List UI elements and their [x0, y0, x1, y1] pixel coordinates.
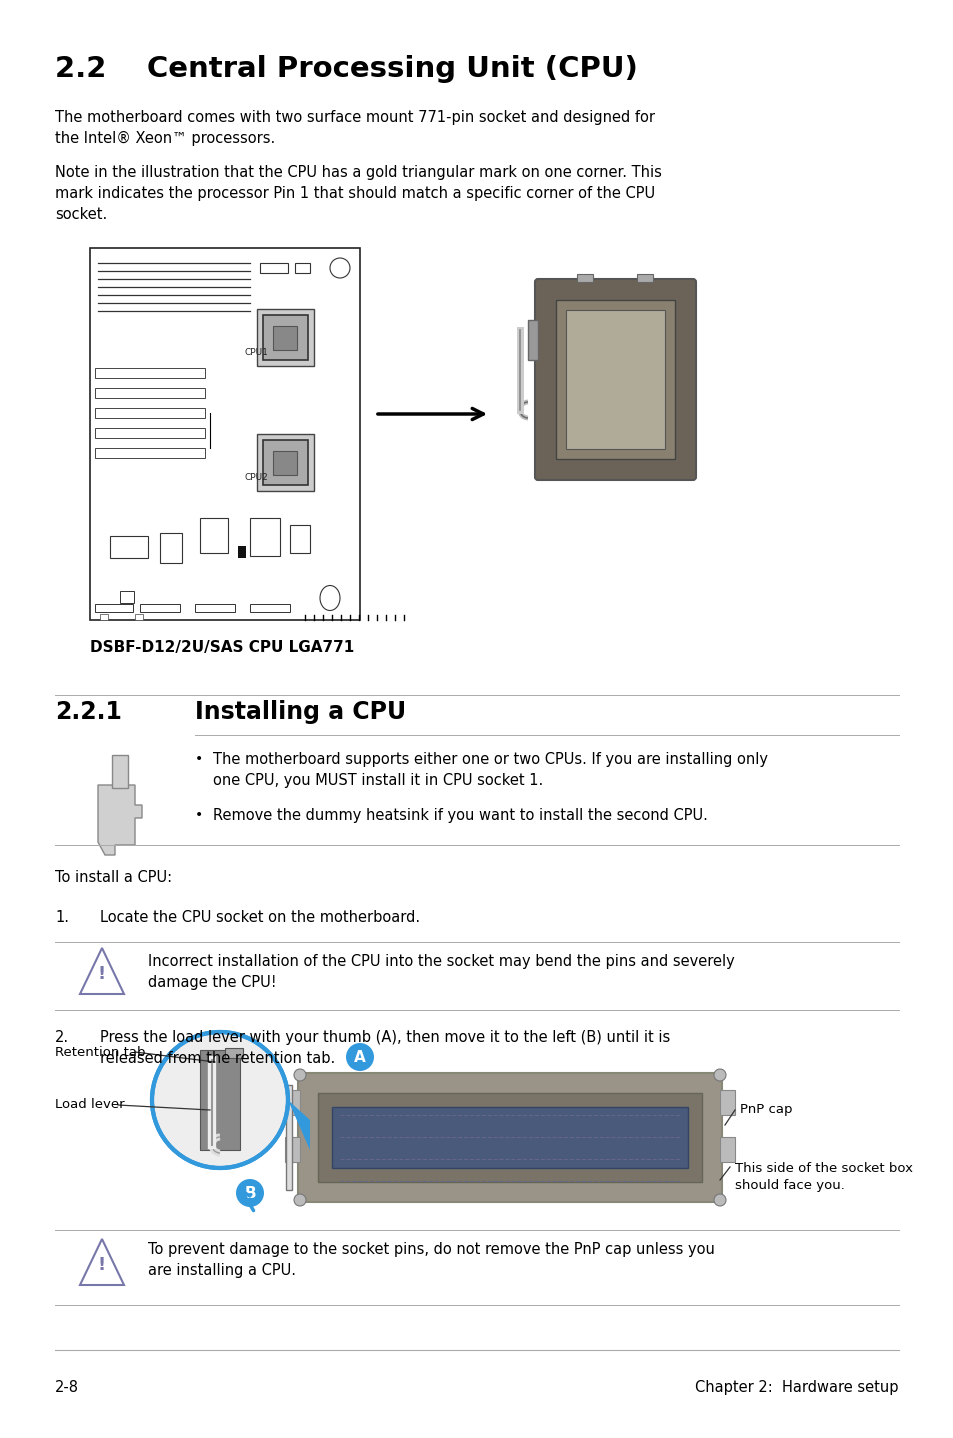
Circle shape: [713, 1068, 725, 1081]
Polygon shape: [80, 948, 124, 994]
Circle shape: [330, 257, 350, 278]
Bar: [95, 604, 132, 613]
Bar: [263, 315, 308, 360]
Bar: [135, 614, 143, 620]
FancyBboxPatch shape: [297, 1073, 721, 1202]
Polygon shape: [112, 755, 128, 788]
Text: 2-8: 2-8: [55, 1380, 79, 1395]
Text: DSBF-D12/2U/SAS CPU LGA771: DSBF-D12/2U/SAS CPU LGA771: [90, 640, 354, 654]
Text: PnP cap: PnP cap: [740, 1103, 792, 1116]
Bar: [250, 518, 280, 557]
Bar: [294, 263, 310, 273]
Text: !: !: [98, 965, 106, 984]
Bar: [100, 614, 108, 620]
Bar: [110, 536, 148, 558]
Bar: [225, 1048, 243, 1058]
Bar: [90, 247, 359, 620]
Bar: [95, 368, 205, 378]
Bar: [194, 604, 234, 613]
Bar: [200, 1050, 240, 1150]
Bar: [273, 326, 296, 349]
Bar: [285, 1137, 299, 1162]
Bar: [565, 311, 664, 449]
Text: •: •: [194, 808, 203, 823]
Bar: [273, 452, 296, 475]
Text: B: B: [244, 1185, 255, 1201]
Text: Load lever: Load lever: [55, 1099, 125, 1112]
Circle shape: [235, 1179, 264, 1206]
Circle shape: [713, 1194, 725, 1206]
Text: 1.: 1.: [55, 910, 69, 925]
Polygon shape: [288, 1100, 310, 1150]
Text: Retention tab: Retention tab: [55, 1045, 146, 1058]
Text: Note in the illustration that the CPU has a gold triangular mark on one corner. : Note in the illustration that the CPU ha…: [55, 165, 661, 221]
Bar: [286, 1086, 292, 1191]
Bar: [290, 525, 310, 554]
Polygon shape: [98, 785, 142, 856]
Bar: [637, 275, 652, 282]
Text: To prevent damage to the socket pins, do not remove the PnP cap unless you
are i: To prevent damage to the socket pins, do…: [148, 1242, 714, 1278]
Text: 2.2.1: 2.2.1: [55, 700, 122, 723]
Bar: [237, 546, 246, 558]
Bar: [256, 309, 314, 367]
Bar: [256, 434, 314, 490]
Text: A: A: [354, 1050, 366, 1064]
FancyBboxPatch shape: [527, 321, 537, 360]
Bar: [95, 449, 205, 457]
Text: •: •: [194, 752, 203, 766]
Circle shape: [294, 1194, 306, 1206]
Bar: [556, 301, 675, 459]
Circle shape: [152, 1032, 288, 1168]
Bar: [285, 1090, 299, 1114]
Bar: [95, 408, 205, 418]
Text: !: !: [98, 1255, 106, 1274]
Bar: [317, 1093, 701, 1182]
Bar: [263, 440, 308, 485]
Text: Installing a CPU: Installing a CPU: [194, 700, 406, 723]
Polygon shape: [80, 1240, 124, 1286]
Text: This side of the socket box
should face you.: This side of the socket box should face …: [734, 1162, 912, 1192]
Bar: [95, 388, 205, 398]
Bar: [160, 533, 182, 564]
Circle shape: [346, 1043, 374, 1071]
FancyBboxPatch shape: [535, 279, 696, 480]
Text: The motherboard comes with two surface mount 771-pin socket and designed for
the: The motherboard comes with two surface m…: [55, 109, 655, 147]
Text: 2.2    Central Processing Unit (CPU): 2.2 Central Processing Unit (CPU): [55, 55, 638, 83]
Text: To install a CPU:: To install a CPU:: [55, 870, 172, 884]
Text: CPU2: CPU2: [245, 473, 269, 482]
Bar: [260, 263, 288, 273]
Text: CPU1: CPU1: [245, 348, 269, 357]
Text: 2.: 2.: [55, 1030, 69, 1045]
Text: The motherboard supports either one or two CPUs. If you are installing only
one : The motherboard supports either one or t…: [213, 752, 767, 788]
Ellipse shape: [319, 585, 339, 611]
Circle shape: [294, 1068, 306, 1081]
Bar: [95, 429, 205, 439]
Text: Incorrect installation of the CPU into the socket may bend the pins and severely: Incorrect installation of the CPU into t…: [148, 953, 734, 989]
Bar: [720, 1090, 734, 1114]
Text: Locate the CPU socket on the motherboard.: Locate the CPU socket on the motherboard…: [100, 910, 419, 925]
Text: Press the load lever with your thumb (A), then move it to the left (B) until it : Press the load lever with your thumb (A)…: [100, 1030, 670, 1066]
Bar: [720, 1137, 734, 1162]
Text: Remove the dummy heatsink if you want to install the second CPU.: Remove the dummy heatsink if you want to…: [213, 808, 707, 823]
Bar: [250, 604, 290, 613]
Text: Chapter 2:  Hardware setup: Chapter 2: Hardware setup: [695, 1380, 898, 1395]
Bar: [120, 591, 133, 603]
Bar: [577, 275, 593, 282]
Bar: [200, 518, 228, 554]
Bar: [140, 604, 180, 613]
Bar: [332, 1107, 687, 1168]
